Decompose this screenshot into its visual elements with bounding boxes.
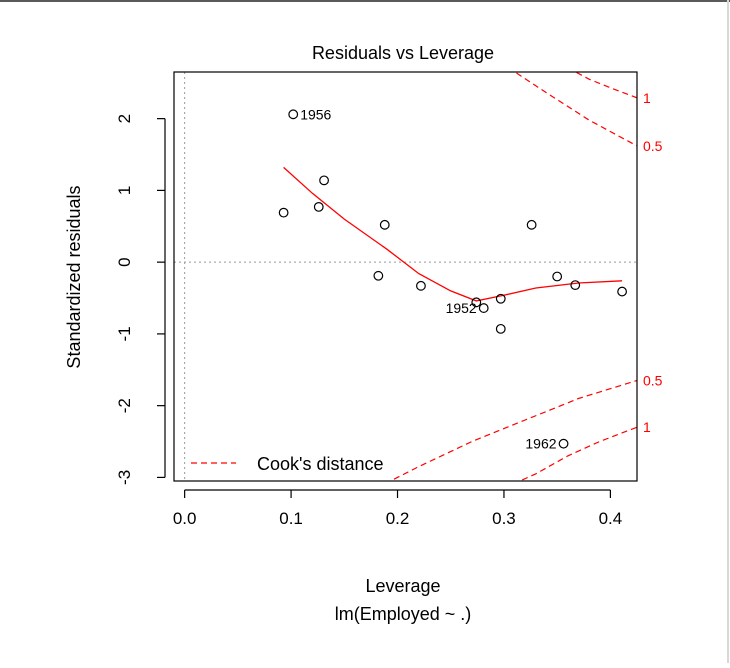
y-axis-label: Standardized residuals xyxy=(64,185,84,368)
x-tick-label: 0.3 xyxy=(492,509,516,528)
contour-label-1: 1 xyxy=(643,90,651,106)
chart-subtitle: lm(Employed ~ .) xyxy=(335,604,472,624)
contour-label-1: 1 xyxy=(643,419,651,435)
x-axis: 0.0 0.1 0.2 0.3 0.4 xyxy=(173,489,623,528)
contour-label-0.5: 0.5 xyxy=(643,138,663,154)
data-point xyxy=(288,109,299,120)
y-tick-label: 1 xyxy=(115,186,134,195)
data-point xyxy=(526,219,537,230)
x-tick-label: 0.0 xyxy=(173,509,197,528)
contour-label-0.5: 0.5 xyxy=(643,373,663,389)
legend: Cook's distance xyxy=(191,454,384,474)
chart-title: Residuals vs Leverage xyxy=(312,43,494,63)
data-point xyxy=(570,280,581,291)
data-point xyxy=(617,286,627,297)
window-right-border xyxy=(727,0,729,663)
cooks-contour-0.5-upper xyxy=(513,72,637,147)
cooks-contour-1-upper xyxy=(574,72,637,99)
y-tick-label: -3 xyxy=(115,470,134,485)
x-tick-label: 0.2 xyxy=(386,509,410,528)
data-point xyxy=(495,293,506,304)
y-tick-label: -1 xyxy=(115,326,134,341)
x-axis-label: Leverage xyxy=(365,576,440,596)
data-point xyxy=(558,438,569,449)
data-point xyxy=(471,297,482,308)
data-point xyxy=(278,207,289,218)
data-point xyxy=(416,280,426,291)
point-label-1962: 1962 xyxy=(525,436,556,452)
y-tick-label: -2 xyxy=(115,398,134,413)
data-point xyxy=(478,303,489,313)
data-point xyxy=(373,270,384,281)
y-tick-label: 2 xyxy=(115,114,134,123)
data-point xyxy=(313,201,324,212)
window-top-border xyxy=(0,0,730,2)
y-tick-label: 0 xyxy=(115,257,134,266)
loess-smoother-line xyxy=(283,166,623,302)
cooks-contour-0.5-lower xyxy=(389,379,637,481)
data-point xyxy=(379,219,390,230)
data-point xyxy=(495,323,506,334)
x-tick-label: 0.1 xyxy=(279,509,303,528)
data-point xyxy=(552,271,563,282)
cooks-contour-1-lower xyxy=(518,426,637,481)
legend-cooks-distance: Cook's distance xyxy=(257,454,384,474)
point-label-1952: 1952 xyxy=(446,300,477,316)
y-axis: -3 -2 -1 0 1 2 xyxy=(115,114,166,485)
plot-box xyxy=(173,71,638,482)
point-label-1956: 1956 xyxy=(300,106,331,122)
data-point xyxy=(319,175,329,186)
x-tick-label: 0.4 xyxy=(599,509,623,528)
